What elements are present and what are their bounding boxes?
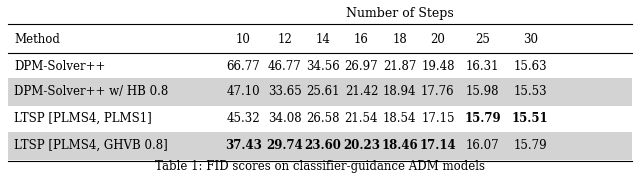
Text: 26.58: 26.58: [307, 112, 340, 125]
Text: 26.97: 26.97: [344, 60, 378, 73]
Text: 45.32: 45.32: [227, 112, 260, 125]
Text: 14: 14: [316, 33, 331, 46]
Text: 15.79: 15.79: [464, 112, 501, 125]
Text: 17.14: 17.14: [420, 139, 456, 152]
FancyBboxPatch shape: [8, 78, 632, 106]
Text: 12: 12: [278, 33, 292, 46]
Text: 66.77: 66.77: [227, 60, 260, 73]
Text: 15.63: 15.63: [513, 60, 547, 73]
Text: 15.79: 15.79: [513, 139, 547, 152]
Text: 15.53: 15.53: [513, 85, 547, 98]
Text: 15.98: 15.98: [466, 85, 499, 98]
FancyBboxPatch shape: [8, 132, 632, 160]
Text: 34.08: 34.08: [268, 112, 302, 125]
Text: 18: 18: [392, 33, 407, 46]
Text: 37.43: 37.43: [225, 139, 262, 152]
Text: 18.54: 18.54: [383, 112, 417, 125]
Text: Table 1: FID scores on classifier-guidance ADM models: Table 1: FID scores on classifier-guidan…: [155, 160, 485, 173]
Text: 21.42: 21.42: [345, 85, 378, 98]
Text: LTSP [PLMS4, GHVB 0.8]: LTSP [PLMS4, GHVB 0.8]: [14, 139, 168, 152]
Text: 47.10: 47.10: [227, 85, 260, 98]
Text: LTSP [PLMS4, PLMS1]: LTSP [PLMS4, PLMS1]: [14, 112, 152, 125]
Text: 16.31: 16.31: [466, 60, 499, 73]
Text: 20.23: 20.23: [343, 139, 380, 152]
Text: 18.94: 18.94: [383, 85, 417, 98]
Text: Method: Method: [14, 33, 60, 46]
Text: 20: 20: [431, 33, 445, 46]
Text: 33.65: 33.65: [268, 85, 302, 98]
Text: 18.46: 18.46: [381, 139, 418, 152]
Text: Number of Steps: Number of Steps: [346, 7, 454, 20]
Text: 21.54: 21.54: [345, 112, 378, 125]
Text: 15.51: 15.51: [512, 112, 548, 125]
Text: 34.56: 34.56: [307, 60, 340, 73]
Text: 17.15: 17.15: [421, 112, 454, 125]
Text: 17.76: 17.76: [421, 85, 454, 98]
Text: 10: 10: [236, 33, 251, 46]
Text: 19.48: 19.48: [421, 60, 454, 73]
Text: 16: 16: [354, 33, 369, 46]
Text: 23.60: 23.60: [305, 139, 342, 152]
Text: DPM-Solver++ w/ HB 0.8: DPM-Solver++ w/ HB 0.8: [14, 85, 168, 98]
Text: 16.07: 16.07: [466, 139, 499, 152]
Text: 21.87: 21.87: [383, 60, 417, 73]
Text: 25: 25: [475, 33, 490, 46]
Text: DPM-Solver++: DPM-Solver++: [14, 60, 106, 73]
Text: 46.77: 46.77: [268, 60, 302, 73]
Text: 25.61: 25.61: [307, 85, 340, 98]
Text: 29.74: 29.74: [267, 139, 303, 152]
Text: 30: 30: [523, 33, 538, 46]
